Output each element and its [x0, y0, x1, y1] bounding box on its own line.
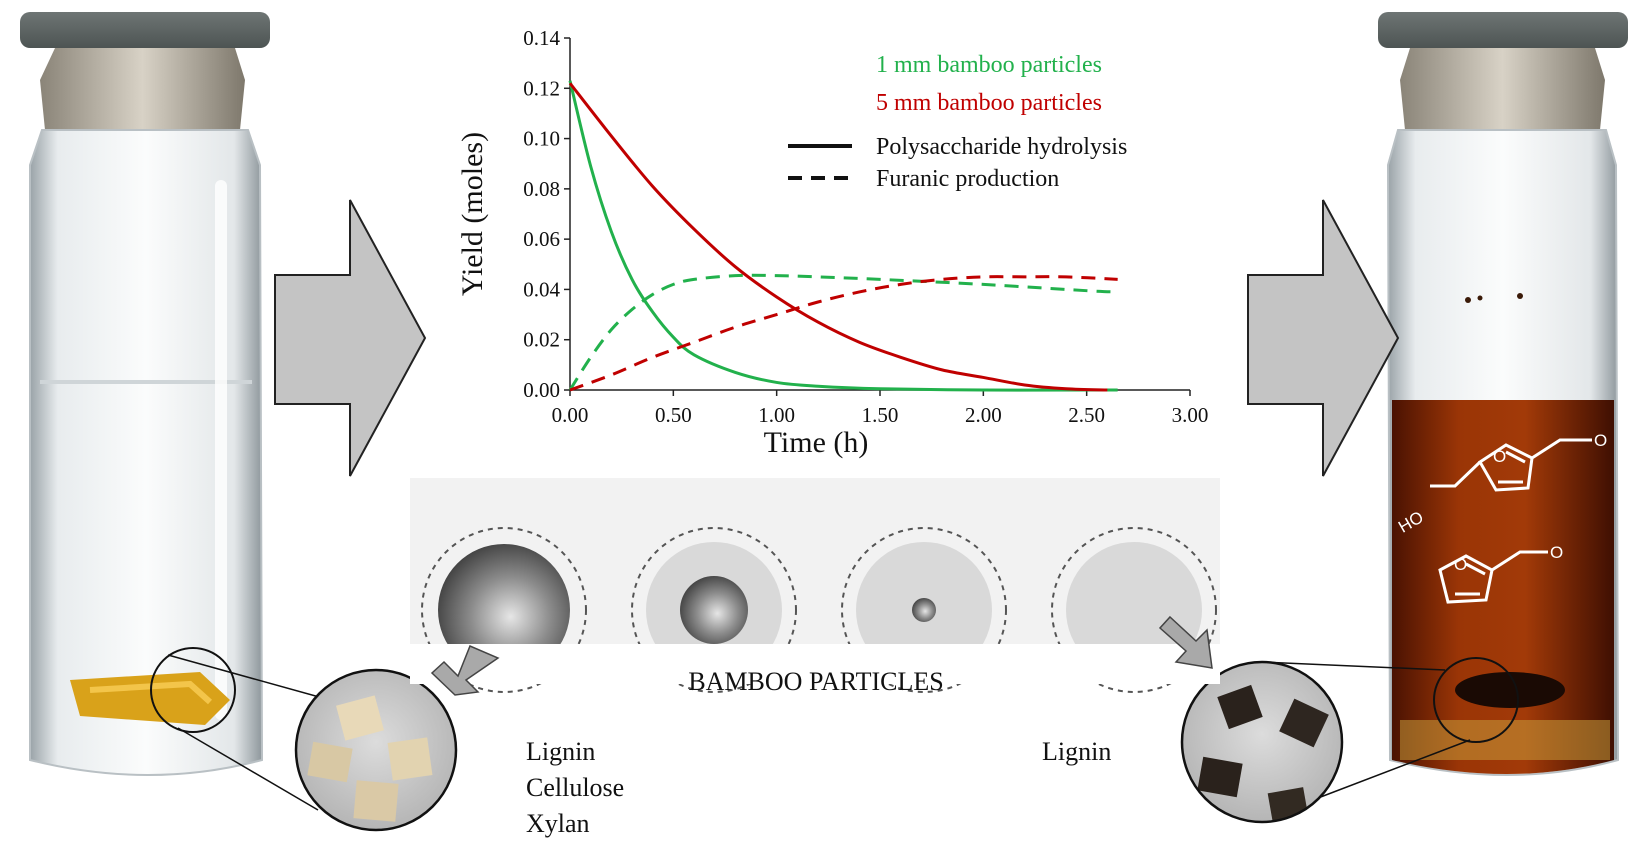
series-line-1mm-hydrolysis — [568, 80, 1118, 392]
liquid-after — [1392, 400, 1614, 774]
series-lines — [568, 80, 1118, 392]
y-tick-labels: 0.00 0.02 0.04 0.06 0.08 0.10 0.12 0.14 — [523, 26, 570, 402]
liquid-level — [40, 380, 252, 384]
zoom-circle-small — [1433, 657, 1519, 743]
process-arrow-right — [1247, 199, 1400, 477]
particle-stage-1 — [438, 544, 570, 676]
vial-before — [20, 12, 270, 776]
y-tick-label: 0.06 — [523, 227, 560, 251]
magnifier-before — [150, 647, 458, 832]
glass-highlight — [215, 180, 227, 720]
molecule-atom-label: O — [1550, 543, 1563, 562]
magnifier-after — [1180, 657, 1519, 824]
legend-label-5mm: 5 mm bamboo particles — [876, 90, 1102, 116]
particle-diagram: BAMBOO PARTICLES Lignin Cellulose Xylan … — [410, 478, 1220, 838]
y-tick-label: 0.12 — [523, 76, 560, 100]
series-line-1mm-furanic — [568, 273, 1118, 391]
y-tick-label: 0.00 — [523, 378, 560, 402]
particle-stage-2 — [680, 576, 748, 644]
particle-boundary — [841, 527, 1007, 693]
component-arrow-in — [430, 645, 500, 696]
residue — [1455, 672, 1565, 708]
molecule-atom-label: O — [1493, 447, 1506, 466]
x-tick-label: 2.50 — [1068, 403, 1105, 427]
y-tick-label: 0.02 — [523, 328, 560, 352]
vial-lid — [20, 12, 270, 48]
component-label: Lignin — [526, 737, 595, 766]
particle-boundary — [1051, 527, 1217, 693]
x-tick-labels: 0.00 0.50 1.00 1.50 2.00 2.50 3.00 — [552, 390, 1209, 427]
y-tick-label: 0.08 — [523, 177, 560, 201]
component-label: Lignin — [1042, 737, 1111, 766]
x-axis-label: Time (h) — [764, 426, 869, 459]
legend-label-hydrolysis: Polysaccharide hydrolysis — [876, 134, 1127, 160]
vial-glass — [29, 129, 264, 776]
y-tick-label: 0.04 — [523, 277, 560, 301]
series-line-5mm-furanic — [569, 275, 1118, 392]
component-label: Cellulose — [526, 773, 624, 802]
x-tick-label: 0.50 — [655, 403, 692, 427]
vial-after — [1378, 12, 1628, 776]
particle-stage-3 — [912, 598, 936, 622]
vial-lid — [1378, 12, 1628, 48]
process-arrow-left — [274, 199, 427, 477]
y-tick-label: 0.14 — [523, 26, 560, 50]
series-line-5mm-hydrolysis — [568, 82, 1108, 392]
molecule-furfural: O O — [1438, 543, 1563, 604]
y-axis-label: Yield (moles) — [456, 132, 489, 296]
legend-label-1mm: 1 mm bamboo particles — [876, 52, 1102, 78]
component-arrow-out — [1158, 615, 1213, 669]
y-tick-label: 0.10 — [523, 127, 560, 151]
vial-cap — [40, 48, 245, 130]
yield-chart: 0.00 0.02 0.04 0.06 0.08 0.10 0.12 0.14 0.00 0.5… — [456, 26, 1208, 459]
x-tick-label: 0.00 — [552, 403, 589, 427]
vial-cap — [1400, 48, 1605, 130]
zoom-circle-large — [296, 670, 456, 830]
plot-area — [570, 38, 1190, 390]
particle-boundary — [631, 527, 797, 693]
component-label: Xylan — [526, 809, 590, 838]
particles-label: BAMBOO PARTICLES — [688, 667, 943, 696]
molecule-atom-label: O — [1454, 555, 1467, 574]
legend-label-furanic: Furanic production — [876, 166, 1059, 192]
x-tick-label: 3.00 — [1172, 403, 1209, 427]
particle-boundary — [421, 527, 587, 693]
x-tick-label: 1.50 — [862, 403, 899, 427]
zoom-circle-small — [150, 647, 236, 733]
x-tick-label: 2.00 — [965, 403, 1002, 427]
molecule-atom-label: O — [1594, 431, 1607, 450]
x-tick-label: 1.00 — [758, 403, 795, 427]
